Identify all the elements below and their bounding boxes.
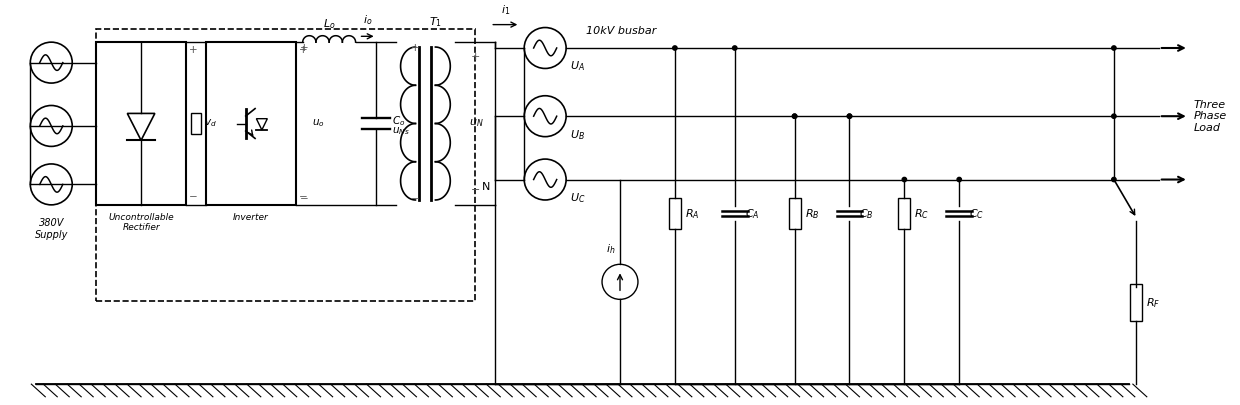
Text: +: +: [300, 43, 309, 53]
Text: +: +: [471, 52, 480, 62]
Text: $U_B$: $U_B$: [570, 128, 585, 142]
Circle shape: [792, 114, 797, 118]
Circle shape: [1112, 114, 1116, 118]
Text: $u_o$: $u_o$: [311, 117, 325, 130]
Text: $C_A$: $C_A$: [745, 207, 759, 221]
Text: $R_F$: $R_F$: [1146, 296, 1161, 310]
Circle shape: [847, 114, 852, 118]
Text: $L_o$: $L_o$: [322, 18, 336, 32]
Text: Inverter: Inverter: [233, 213, 269, 222]
Text: 380V
Supply: 380V Supply: [35, 219, 68, 240]
Bar: [898, 198, 910, 229]
Text: $i_h$: $i_h$: [605, 243, 615, 256]
Circle shape: [957, 177, 961, 182]
Text: $C_C$: $C_C$: [970, 207, 985, 221]
Text: $u_N$: $u_N$: [469, 117, 484, 130]
Text: $i_o$: $i_o$: [363, 13, 372, 27]
Text: $R_B$: $R_B$: [805, 207, 820, 221]
Bar: [789, 198, 801, 229]
Text: N: N: [482, 182, 490, 192]
Text: $U_C$: $U_C$: [570, 191, 585, 205]
Circle shape: [1112, 177, 1116, 182]
Text: $i_1$: $i_1$: [501, 3, 510, 17]
Text: −: −: [188, 192, 197, 202]
Text: 10kV busbar: 10kV busbar: [587, 26, 656, 36]
Bar: [206, 42, 295, 205]
Bar: [668, 198, 681, 229]
Bar: [191, 113, 201, 134]
Circle shape: [1112, 46, 1116, 50]
Text: +: +: [299, 45, 308, 55]
Bar: [97, 42, 186, 205]
Text: −: −: [410, 194, 419, 204]
Text: $R_C$: $R_C$: [914, 207, 930, 221]
Text: −: −: [471, 185, 480, 195]
Bar: [97, 28, 475, 301]
Text: $R_A$: $R_A$: [684, 207, 699, 221]
Text: Uncontrollable
Rectifier: Uncontrollable Rectifier: [108, 213, 174, 232]
Circle shape: [792, 114, 797, 118]
Text: $U_A$: $U_A$: [570, 60, 585, 73]
Circle shape: [672, 46, 677, 50]
Bar: [1130, 284, 1142, 322]
Text: $C_B$: $C_B$: [859, 207, 874, 221]
Circle shape: [847, 114, 852, 118]
Text: $u_{Ns}$: $u_{Ns}$: [392, 126, 409, 137]
Text: −: −: [299, 192, 308, 202]
Text: −: −: [300, 194, 309, 204]
Text: $v_d$: $v_d$: [203, 117, 217, 130]
Text: +: +: [188, 45, 197, 55]
Text: Three
Phase
Load: Three Phase Load: [1194, 100, 1226, 133]
Text: +: +: [410, 43, 419, 53]
Text: $C_o$: $C_o$: [392, 115, 405, 128]
Text: $T_1$: $T_1$: [429, 16, 441, 30]
Circle shape: [733, 46, 737, 50]
Circle shape: [903, 177, 906, 182]
